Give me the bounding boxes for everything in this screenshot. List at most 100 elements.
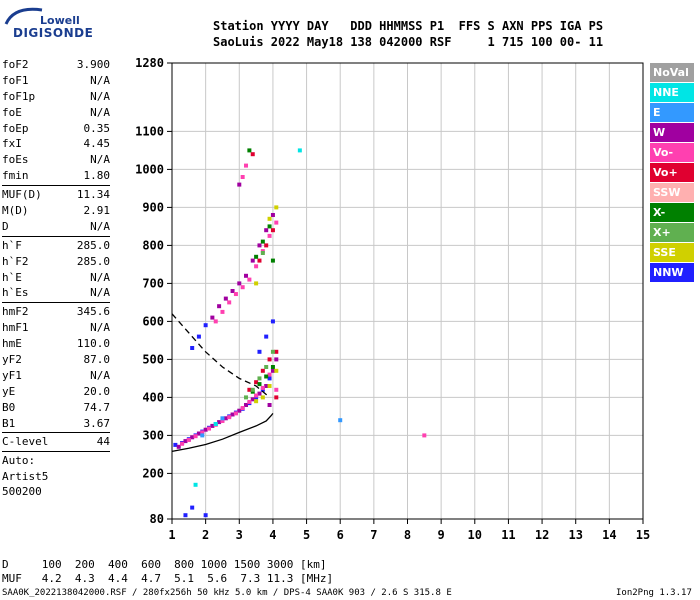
param-row: D N/A: [2, 219, 110, 235]
param-label: MUF(D): [2, 188, 42, 202]
footer-distance-row: D 100 200 400 600 800 1000 1500 3000 [km…: [2, 558, 327, 571]
data-point: [217, 420, 222, 425]
param-row: fmin 1.80: [2, 168, 110, 184]
x-tick-label: 4: [269, 528, 276, 542]
param-separator: [2, 451, 110, 453]
data-point: [264, 384, 269, 388]
param-row: h`E N/A: [2, 270, 110, 286]
data-point: [250, 258, 255, 263]
param-row: fxI 4.45: [2, 136, 110, 152]
footer-version: Ion2Png 1.3.17: [616, 588, 692, 598]
data-point: [247, 399, 252, 404]
data-point: [267, 233, 272, 238]
data-point: [267, 216, 272, 221]
param-row: B1 3.67: [2, 416, 110, 432]
data-point: [257, 243, 262, 248]
data-point: [193, 482, 198, 487]
data-point: [257, 382, 262, 387]
data-point: [267, 224, 272, 229]
data-point: [200, 433, 205, 438]
param-row: h`F2 285.0: [2, 254, 110, 270]
data-point: [240, 175, 245, 179]
param-label: foF1p: [2, 89, 36, 103]
data-point: [250, 152, 255, 157]
param-row: MUF(D) 11.34: [2, 187, 110, 203]
data-point: [274, 205, 279, 210]
logo-lowell: Lowell: [40, 14, 80, 27]
data-point: [193, 434, 198, 439]
param-row: foEp 0.35: [2, 121, 110, 137]
y-tick-label: 500: [142, 352, 164, 366]
x-tick-label: 8: [404, 528, 411, 542]
x-axis-ticks: 1 2 3 4 5 6 7 8 9 10 11 12 13 14 15: [168, 519, 650, 542]
x-tick-label: 9: [438, 528, 445, 542]
param-row: foEs N/A: [2, 152, 110, 168]
data-point: [210, 315, 215, 320]
data-point: [196, 334, 201, 339]
data-point: [247, 148, 252, 153]
param-value: 110.0: [76, 337, 110, 351]
data-point: [257, 376, 262, 381]
data-point: [196, 431, 201, 436]
auto-line: 500200: [2, 485, 42, 499]
y-tick-label: 400: [142, 390, 164, 404]
param-row: yF1 N/A: [2, 368, 110, 384]
param-value: N/A: [90, 286, 110, 300]
data-point: [338, 418, 343, 423]
param-separator: [2, 185, 110, 187]
data-point: [203, 323, 208, 328]
data-point: [220, 309, 225, 314]
data-point: [254, 380, 259, 385]
chart-grid: [171, 62, 644, 520]
data-point: [260, 368, 265, 373]
data-point: [247, 277, 252, 282]
param-value: 74.7: [83, 400, 111, 414]
data-point: [422, 433, 427, 438]
y-tick-label: 800: [142, 238, 164, 252]
param-label: fxI: [2, 137, 22, 151]
data-point: [264, 243, 269, 248]
param-label: foEp: [2, 121, 29, 135]
data-point: [244, 403, 249, 407]
data-point: [203, 427, 208, 432]
param-value: 3.900: [76, 58, 110, 71]
data-point: [250, 397, 255, 402]
param-label: yE: [2, 384, 16, 398]
data-point: [227, 415, 232, 420]
data-point: [237, 408, 242, 413]
data-point: [180, 441, 185, 446]
param-label: hmE: [2, 337, 22, 351]
param-value: N/A: [90, 368, 110, 382]
param-label: fmin: [2, 169, 29, 183]
data-point: [240, 285, 245, 290]
param-value: 285.0: [76, 238, 110, 252]
data-point: [267, 403, 272, 407]
data-point: [254, 281, 259, 286]
param-row: foE N/A: [2, 105, 110, 121]
data-point: [270, 228, 275, 233]
footer-muf-row: MUF 4.2 4.3 4.4 4.7 5.1 5.6 7.3 11.3 [MH…: [2, 572, 334, 585]
x-tick-label: 3: [236, 528, 243, 542]
param-label: h`Es: [2, 286, 29, 300]
data-point: [220, 418, 225, 423]
chart-marks: [173, 148, 427, 518]
data-point: [270, 213, 275, 217]
data-point: [264, 228, 269, 233]
param-value: 4.45: [83, 137, 111, 151]
data-point: [223, 416, 228, 421]
digisonde-logo-icon: [4, 7, 43, 25]
param-row: h`Es N/A: [2, 285, 110, 301]
data-point: [200, 430, 205, 435]
x-tick-label: 15: [636, 528, 650, 542]
data-point: [274, 387, 279, 392]
y-tick-label: 700: [142, 276, 164, 290]
param-label: h`F: [2, 238, 22, 252]
param-value: 1.80: [83, 169, 111, 183]
y-tick-label: 200: [142, 466, 164, 480]
data-point: [257, 258, 262, 263]
data-point: [233, 411, 238, 416]
param-label: yF2: [2, 353, 22, 367]
data-point: [230, 412, 235, 417]
data-point: [260, 251, 265, 255]
